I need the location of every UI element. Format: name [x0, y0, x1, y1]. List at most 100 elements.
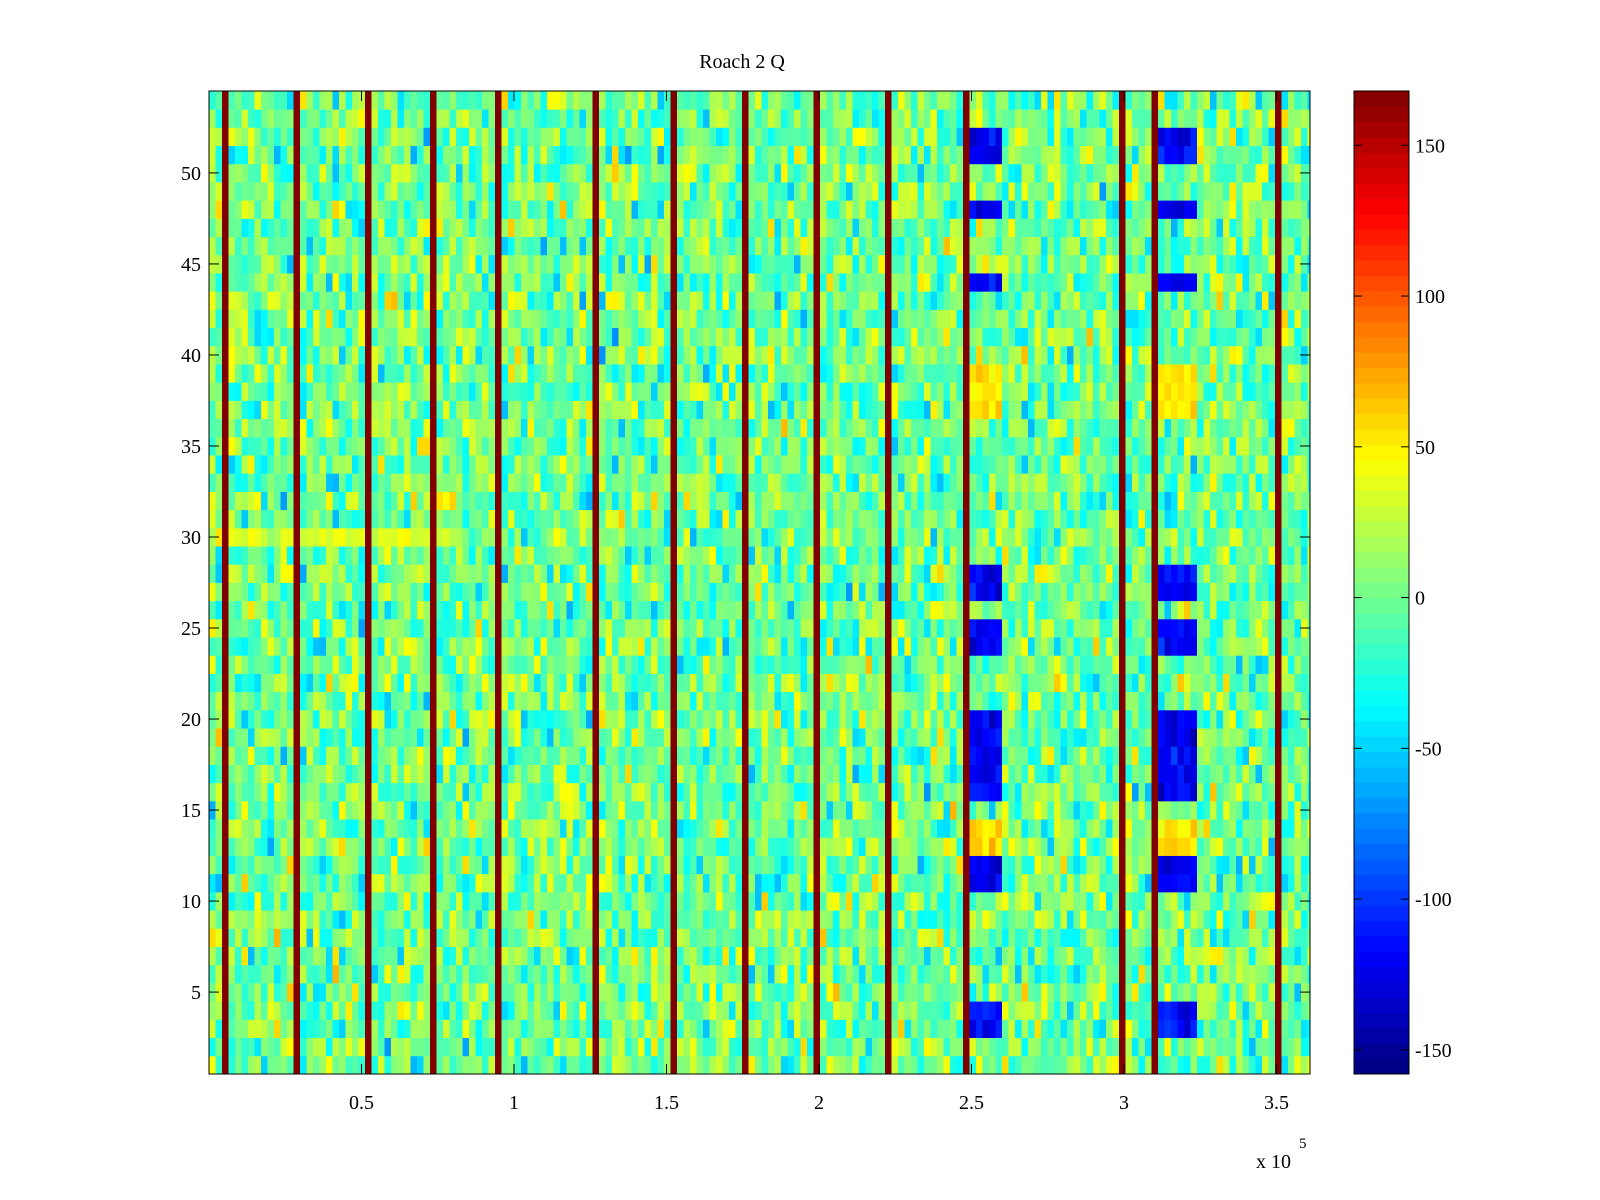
- heatmap-cell: [449, 546, 457, 565]
- heatmap-cell: [573, 691, 580, 711]
- heatmap-cell: [410, 236, 418, 256]
- heatmap-cell: [261, 1019, 268, 1038]
- heatmap-cell: [352, 819, 359, 838]
- heatmap-cell: [573, 254, 580, 274]
- heatmap-cell: [761, 291, 769, 310]
- heatmap-cell: [228, 382, 236, 401]
- heatmap-cell: [670, 200, 678, 219]
- heatmap-cell: [631, 910, 639, 929]
- heatmap-cell: [677, 418, 684, 438]
- heatmap-cell: [287, 400, 294, 420]
- heatmap-cell: [235, 527, 242, 547]
- heatmap-cell: [482, 309, 489, 329]
- heatmap-cell: [807, 1037, 814, 1057]
- heatmap-cell: [599, 455, 606, 474]
- heatmap-cell: [547, 218, 554, 238]
- heatmap-cell: [384, 582, 392, 602]
- heatmap-cell: [391, 891, 398, 911]
- heatmap-cell: [716, 1001, 723, 1020]
- heatmap-cell: [703, 236, 710, 256]
- heatmap-cell: [417, 673, 424, 693]
- heatmap-cell: [527, 800, 535, 820]
- heatmap-cell: [228, 509, 236, 529]
- heatmap-cell: [683, 436, 691, 456]
- heatmap-cell: [514, 273, 522, 292]
- heatmap-cell: [657, 345, 665, 365]
- heatmap-cell: [456, 400, 463, 420]
- heatmap-cell: [807, 673, 814, 693]
- heatmap-cell: [384, 655, 392, 674]
- heatmap-cell: [748, 673, 756, 693]
- heatmap-cell: [664, 982, 671, 1002]
- heatmap-cell: [709, 182, 717, 201]
- heatmap-cell: [345, 910, 353, 929]
- heatmap-cell: [696, 691, 704, 711]
- heatmap-cell: [482, 1055, 489, 1075]
- heatmap-cell: [345, 709, 353, 729]
- heatmap-cell: [651, 254, 658, 274]
- heatmap-cell: [313, 218, 320, 238]
- heatmap-cell: [508, 910, 515, 929]
- heatmap-cell: [690, 436, 697, 456]
- heatmap-cell: [443, 800, 450, 820]
- heatmap-cell: [514, 109, 522, 128]
- heatmap-cell: [690, 527, 697, 547]
- heatmap-cell: [495, 400, 502, 420]
- heatmap-cell: [774, 145, 782, 165]
- heatmap-cell: [683, 491, 691, 511]
- heatmap-cell: [475, 600, 483, 620]
- heatmap-cell: [683, 254, 691, 274]
- heatmap-cell: [709, 982, 717, 1002]
- heatmap-cell: [358, 782, 366, 802]
- heatmap-cell: [287, 382, 294, 401]
- heatmap-cell: [625, 800, 632, 820]
- heatmap-cell: [631, 1019, 639, 1038]
- heatmap-cell: [241, 982, 249, 1002]
- heatmap-cell: [469, 218, 476, 238]
- heatmap-cell: [209, 546, 216, 565]
- heatmap-cell: [612, 382, 619, 401]
- heatmap-cell: [280, 655, 288, 674]
- heatmap-cell: [248, 673, 255, 693]
- heatmap-cell: [735, 800, 743, 820]
- heatmap-cell: [599, 1055, 606, 1075]
- heatmap-cell: [618, 1037, 626, 1057]
- heatmap-cell: [683, 564, 691, 583]
- heatmap-cell: [774, 127, 782, 147]
- heatmap-cell: [332, 309, 340, 329]
- heatmap-cell: [794, 309, 801, 329]
- heatmap-cell: [339, 418, 346, 438]
- heatmap-cell: [534, 400, 541, 420]
- heatmap-cell: [612, 673, 619, 693]
- heatmap-cell: [735, 782, 743, 802]
- heatmap-cell: [267, 163, 275, 183]
- heatmap-cell: [540, 873, 548, 893]
- heatmap-cell: [527, 382, 535, 401]
- heatmap-cell: [345, 273, 353, 292]
- heatmap-cell: [215, 564, 223, 583]
- heatmap-cell: [462, 400, 470, 420]
- heatmap-cell: [690, 182, 697, 201]
- heatmap-cell: [313, 145, 320, 165]
- heatmap-cell: [261, 127, 268, 147]
- heatmap-cell: [605, 891, 613, 911]
- heatmap-cell: [384, 527, 392, 547]
- heatmap-cell: [761, 673, 769, 693]
- heatmap-cell: [287, 964, 294, 984]
- heatmap-cell: [573, 527, 580, 547]
- heatmap-cell: [254, 1001, 262, 1020]
- heatmap-cell: [709, 145, 717, 165]
- heatmap-cell: [209, 564, 216, 583]
- heatmap-cell: [527, 1037, 535, 1057]
- heatmap-cell: [547, 964, 554, 984]
- heatmap-cell: [280, 473, 288, 492]
- heatmap-cell: [768, 109, 775, 128]
- heatmap-cell: [456, 345, 463, 365]
- heatmap-cell: [800, 637, 808, 656]
- heatmap-cell: [319, 400, 327, 420]
- heatmap-cell: [625, 1037, 632, 1057]
- heatmap-cell: [781, 91, 788, 110]
- heatmap-cell: [573, 182, 580, 201]
- heatmap-cell: [423, 182, 431, 201]
- heatmap-cell: [631, 964, 639, 984]
